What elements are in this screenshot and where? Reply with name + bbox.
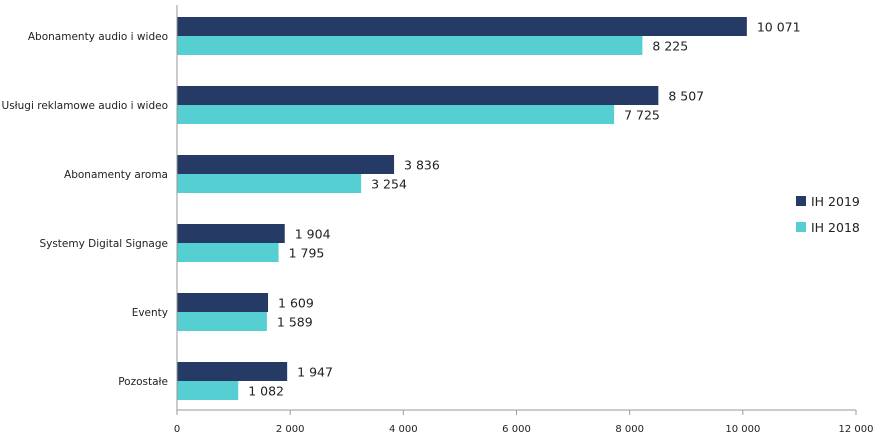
bar-ih-2019 — [177, 224, 285, 243]
category-label: Abonamenty aroma — [64, 169, 168, 181]
bar-ih-2018 — [177, 312, 267, 331]
x-tick-label: 10 000 — [725, 424, 760, 435]
legend-label-ih-2019: IH 2019 — [811, 194, 860, 209]
bar-ih-2018 — [177, 381, 239, 400]
data-label-ih-2019: 1 947 — [297, 365, 333, 380]
x-tick-label: 4 000 — [389, 424, 418, 435]
data-label-ih-2018: 1 589 — [277, 315, 313, 330]
category-label: Systemy Digital Signage — [39, 238, 168, 250]
bar-ih-2018 — [177, 105, 615, 124]
bar-ih-2018 — [177, 174, 362, 193]
data-label-ih-2019: 1 609 — [278, 296, 314, 311]
x-axis: 0 2 000 4 000 6 000 8 000 10 000 12 000 — [174, 5, 874, 435]
category-label: Usługi reklamowe audio i wideo — [2, 100, 168, 112]
data-label-ih-2018: 8 225 — [652, 39, 688, 54]
data-label-ih-2019: 1 904 — [295, 227, 331, 242]
bars-layer — [177, 17, 747, 400]
x-tick-label: 2 000 — [276, 424, 305, 435]
data-label-ih-2019: 10 071 — [757, 20, 801, 35]
bar-ih-2019 — [177, 86, 659, 105]
data-label-ih-2019: 3 836 — [404, 158, 440, 173]
bar-ih-2019 — [177, 293, 269, 312]
legend-label-ih-2018: IH 2018 — [811, 220, 860, 235]
category-label: Abonamenty audio i wideo — [28, 31, 168, 43]
category-label: Pozostałe — [118, 376, 168, 388]
legend: IH 2019 IH 2018 — [796, 194, 860, 235]
x-tick-label: 8 000 — [615, 424, 644, 435]
x-tick-label: 0 — [174, 424, 180, 435]
data-label-ih-2018: 1 795 — [289, 246, 325, 261]
data-label-ih-2019: 8 507 — [668, 89, 704, 104]
bar-ih-2019 — [177, 362, 288, 381]
category-label: Eventy — [132, 307, 168, 319]
labels-layer: Abonamenty audio i wideo 10 071 8 225 Usług… — [2, 20, 801, 399]
legend-swatch-ih-2018 — [796, 222, 806, 232]
bar-ih-2019 — [177, 155, 395, 174]
x-tick-label: 12 000 — [839, 424, 874, 435]
data-label-ih-2018: 1 082 — [248, 384, 284, 399]
bar-ih-2018 — [177, 243, 279, 262]
bar-ih-2019 — [177, 17, 747, 36]
x-tick-label: 6 000 — [502, 424, 531, 435]
data-label-ih-2018: 7 725 — [624, 108, 660, 123]
legend-swatch-ih-2019 — [796, 196, 806, 206]
data-label-ih-2018: 3 254 — [371, 177, 407, 192]
bar-ih-2018 — [177, 36, 643, 55]
